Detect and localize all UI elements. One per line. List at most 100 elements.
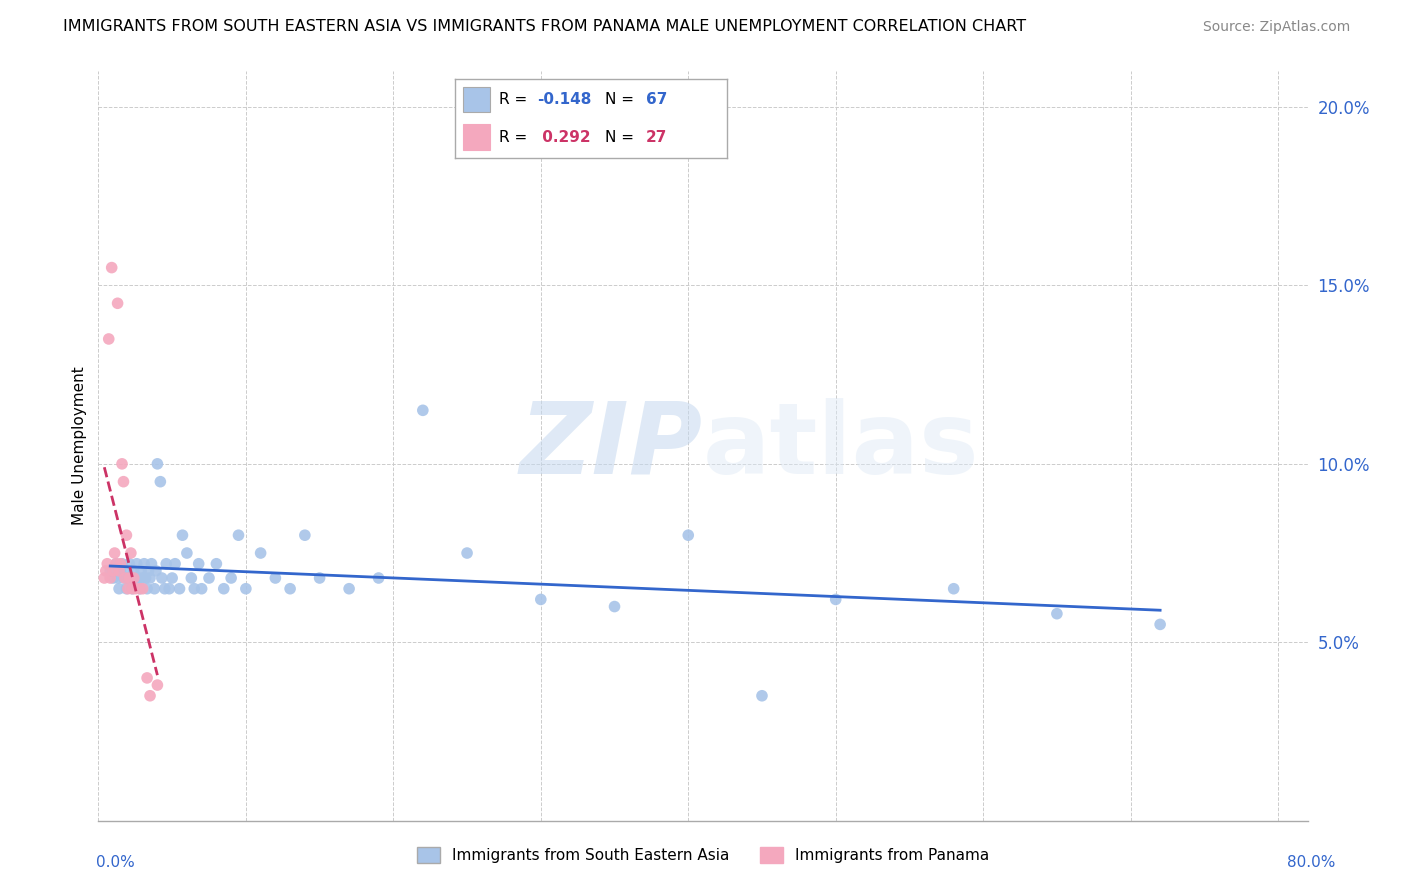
Point <box>169 582 191 596</box>
Point <box>111 557 134 571</box>
Point <box>139 571 162 585</box>
Point <box>157 582 180 596</box>
Point <box>122 571 145 585</box>
Point <box>165 557 187 571</box>
Point <box>98 571 121 585</box>
Point <box>125 557 148 571</box>
Point <box>120 546 142 560</box>
Point <box>530 592 553 607</box>
Point <box>129 564 152 578</box>
Point <box>101 564 124 578</box>
Point <box>121 582 143 596</box>
Point <box>111 457 134 471</box>
Point <box>172 528 194 542</box>
Point <box>105 557 128 571</box>
Point <box>180 571 202 585</box>
Point <box>105 557 128 571</box>
Point <box>228 528 250 542</box>
Point <box>118 557 141 571</box>
Point <box>96 557 118 571</box>
Point <box>115 582 138 596</box>
Point <box>136 582 159 596</box>
Point <box>131 571 153 585</box>
Point <box>367 571 389 585</box>
Point <box>212 582 235 596</box>
Point <box>153 582 176 596</box>
Point <box>114 571 136 585</box>
Point <box>143 582 166 596</box>
Point <box>264 571 287 585</box>
Point <box>198 571 221 585</box>
Text: atlas: atlas <box>703 398 980 494</box>
Point <box>131 582 153 596</box>
Point <box>110 557 132 571</box>
Point <box>146 678 169 692</box>
Point <box>128 582 150 596</box>
Point <box>1149 617 1171 632</box>
Point <box>108 564 131 578</box>
Point <box>751 689 773 703</box>
Point <box>124 571 146 585</box>
Point <box>124 582 146 596</box>
Y-axis label: Male Unemployment: Male Unemployment <box>72 367 87 525</box>
Point <box>127 571 149 585</box>
Point <box>146 457 169 471</box>
Point <box>94 564 117 578</box>
Point <box>114 564 136 578</box>
Point <box>128 582 150 596</box>
Point <box>135 571 157 585</box>
Point <box>97 332 120 346</box>
Point <box>117 571 139 585</box>
Point <box>141 557 163 571</box>
Point <box>104 546 127 560</box>
Point <box>118 571 141 585</box>
Point <box>112 571 135 585</box>
Point <box>176 546 198 560</box>
Point <box>112 475 135 489</box>
Point <box>824 592 846 607</box>
Text: 80.0%: 80.0% <box>1288 855 1336 870</box>
Point <box>187 557 209 571</box>
Point <box>139 689 162 703</box>
Text: ZIP: ZIP <box>520 398 703 494</box>
Point <box>456 546 478 560</box>
Point <box>117 582 139 596</box>
Point <box>235 582 257 596</box>
Point <box>136 671 159 685</box>
Point <box>219 571 242 585</box>
Point <box>107 296 129 310</box>
Text: 0.0%: 0.0% <box>96 855 135 870</box>
Point <box>190 582 212 596</box>
Point <box>150 571 173 585</box>
Point <box>121 582 143 596</box>
Point <box>294 528 316 542</box>
Point <box>308 571 330 585</box>
Point <box>93 571 115 585</box>
Legend: Immigrants from South Eastern Asia, Immigrants from Panama: Immigrants from South Eastern Asia, Immi… <box>411 841 995 869</box>
Point <box>107 571 129 585</box>
Point <box>101 571 124 585</box>
Point <box>249 546 271 560</box>
Point <box>98 564 121 578</box>
Point <box>110 564 132 578</box>
Point <box>412 403 434 417</box>
Text: IMMIGRANTS FROM SOUTH EASTERN ASIA VS IMMIGRANTS FROM PANAMA MALE UNEMPLOYMENT C: IMMIGRANTS FROM SOUTH EASTERN ASIA VS IM… <box>63 20 1026 34</box>
Point <box>678 528 700 542</box>
Point <box>603 599 626 614</box>
Point <box>205 557 228 571</box>
Point <box>278 582 301 596</box>
Point <box>1046 607 1069 621</box>
Point <box>160 571 183 585</box>
Point <box>120 571 142 585</box>
Point <box>138 564 160 578</box>
Point <box>108 582 131 596</box>
Point <box>149 475 172 489</box>
Point <box>134 557 156 571</box>
Point <box>100 260 122 275</box>
Point <box>183 582 205 596</box>
Point <box>122 564 145 578</box>
Point <box>337 582 360 596</box>
Point <box>942 582 965 596</box>
Point <box>155 557 177 571</box>
Point <box>115 528 138 542</box>
